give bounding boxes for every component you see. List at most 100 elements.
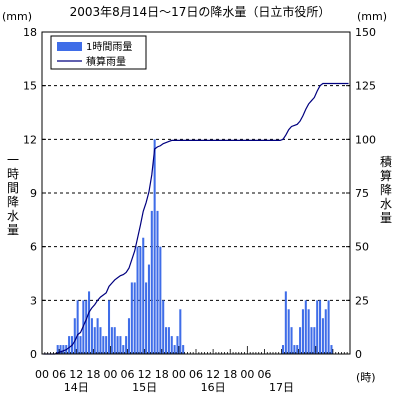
rain-bar: [56, 345, 59, 354]
x-tick-label: 12: [206, 368, 220, 381]
rain-bar: [179, 309, 182, 354]
rain-bar: [145, 282, 148, 354]
y-tick-label-right: 125: [355, 80, 376, 93]
rain-bar: [125, 336, 128, 354]
rain-bar: [162, 300, 165, 354]
rain-bar: [59, 345, 62, 354]
x-tick-label: 06: [189, 368, 203, 381]
rain-bar: [316, 300, 319, 354]
rain-bar: [182, 345, 185, 354]
left-axis-unit: (mm): [2, 10, 33, 23]
rain-bar: [139, 246, 142, 354]
rain-bar: [127, 318, 131, 354]
rain-bar: [133, 282, 136, 354]
y-tick-label-left: 15: [23, 80, 37, 93]
x-tick-label: 18: [223, 368, 237, 381]
rain-bar: [327, 300, 330, 354]
day-label: 14日: [64, 381, 89, 394]
rain-bar: [159, 246, 162, 354]
rain-bar: [116, 336, 119, 354]
rain-bar: [324, 309, 327, 354]
x-tick-label: 06: [52, 368, 66, 381]
y-tick-label-left: 6: [30, 241, 37, 254]
legend-bar-swatch: [57, 42, 82, 51]
y-tick-label-left: 3: [30, 294, 37, 307]
y-tick-label-right: 75: [355, 187, 369, 200]
rain-bar: [110, 327, 113, 354]
rain-bar: [88, 291, 91, 354]
right-axis-unit: (mm): [357, 10, 388, 23]
legend-label-cumulative: 積算雨量: [86, 55, 126, 68]
rain-bar: [167, 327, 170, 354]
rain-bar: [165, 327, 168, 354]
rain-bar: [321, 318, 324, 354]
day-label: 17日: [269, 381, 294, 394]
y-tick-label-right: 150: [355, 26, 376, 39]
rain-bar: [119, 336, 122, 354]
x-tick-label: 12: [69, 368, 83, 381]
x-tick-label: 00: [103, 368, 117, 381]
rain-bar: [301, 309, 304, 354]
rain-bar: [293, 345, 296, 354]
rain-bar: [90, 318, 93, 354]
x-tick-label: 00: [172, 368, 186, 381]
rain-bar: [122, 345, 125, 354]
x-tick-label: 00: [35, 368, 49, 381]
rain-bar: [281, 345, 285, 354]
y-tick-label-left: 9: [30, 187, 37, 200]
rain-bar: [319, 300, 322, 354]
rain-bar: [299, 327, 302, 354]
rain-bar: [330, 345, 333, 354]
rain-bar: [79, 336, 82, 354]
rain-bar: [290, 327, 293, 354]
chart-title: 2003年8月14日～17日の降水量（日立市役所）: [69, 5, 331, 19]
rain-bar: [176, 336, 179, 354]
legend-box: [50, 35, 147, 70]
legend-label-hourly: 1時間雨量: [86, 41, 132, 53]
rain-bar: [62, 345, 65, 354]
x-tick-label: 18: [155, 368, 169, 381]
rain-bar: [76, 300, 79, 354]
rain-bar: [68, 336, 71, 354]
rain-bar: [150, 210, 153, 354]
x-tick-label: 06: [257, 368, 271, 381]
y-tick-label-left: 12: [23, 133, 37, 146]
right-axis-title: 積算降水量: [379, 155, 392, 225]
rain-bar: [85, 300, 88, 354]
x-tick-label: 18: [86, 368, 100, 381]
x-tick-label: 00: [240, 368, 254, 381]
x-tick-label: 06: [121, 368, 135, 381]
rain-bar: [96, 318, 99, 354]
rain-bar: [287, 309, 290, 354]
rain-bar: [153, 139, 156, 354]
rain-bar: [284, 291, 287, 354]
rain-bar: [73, 318, 76, 354]
cumulative-line: [43, 82, 349, 355]
x-axis-unit: (時): [356, 371, 376, 384]
rain-bar: [310, 327, 313, 354]
rain-bar: [105, 336, 108, 354]
y-tick-label-right: 50: [355, 241, 369, 254]
rain-bar: [296, 345, 299, 354]
y-tick-label-left: 0: [30, 348, 37, 361]
rain-bar: [93, 327, 96, 354]
rain-bar: [99, 327, 102, 354]
x-tick-label: 12: [138, 368, 152, 381]
y-tick-label-right: 0: [355, 348, 362, 361]
rain-bar: [313, 327, 316, 354]
y-tick-label-right: 100: [355, 133, 376, 146]
rain-bar: [113, 327, 116, 354]
rain-bar: [170, 336, 173, 354]
left-axis-title: 一時間降水量: [6, 153, 19, 237]
rain-bar: [304, 300, 307, 354]
day-label: 15日: [132, 381, 157, 394]
rain-bar: [147, 264, 150, 354]
rain-bar: [307, 309, 310, 354]
day-label: 16日: [201, 381, 226, 394]
rain-bar: [102, 336, 105, 354]
y-tick-label-left: 18: [23, 26, 37, 39]
y-tick-label-right: 25: [355, 294, 369, 307]
rain-bar: [130, 282, 133, 354]
rain-bar: [173, 345, 176, 354]
rain-bar: [136, 246, 139, 354]
